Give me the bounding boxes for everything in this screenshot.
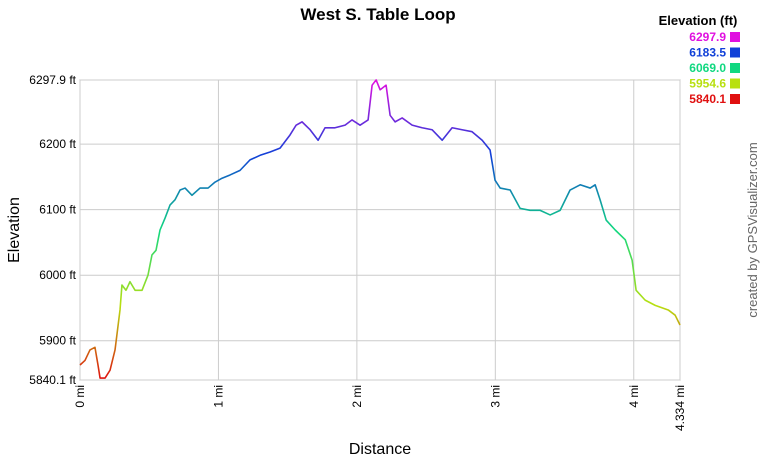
chart-title: West S. Table Loop [300,5,455,24]
y-tick-label: 5840.1 ft [29,373,76,387]
credit: created by GPSVisualizer.com [745,142,760,317]
plot-area [79,79,681,381]
x-axis-label: Distance [349,441,411,458]
x-tick-label: 3 mi [488,385,502,408]
x-tick-label: 1 mi [211,385,225,408]
legend-label: 6297.9 [689,30,726,44]
legend-title: Elevation (ft) [659,13,738,28]
legend-label: 5954.6 [689,77,726,91]
legend-label: 5840.1 [689,92,726,106]
y-tick-label: 6297.9 ft [29,73,76,87]
legend-swatch [730,32,740,42]
y-tick-label: 6000 ft [39,268,76,282]
legend-swatch [730,94,740,104]
y-axis-label: Elevation [6,197,23,263]
legend-swatch [730,63,740,73]
y-tick-label: 6200 ft [39,137,76,151]
x-tick-label: 4 mi [627,385,641,408]
y-tick-label: 6100 ft [39,203,76,217]
legend-label: 6069.0 [689,61,726,75]
x-tick-label: 4.334 mi [673,385,687,431]
elevation-line [79,79,681,379]
legend-label: 6183.5 [689,46,726,60]
x-tick-label: 2 mi [350,385,364,408]
x-tick-label: 0 mi [73,385,87,408]
legend-swatch [730,78,740,89]
legend-swatch [730,47,740,58]
y-tick-label: 5900 ft [39,334,76,348]
